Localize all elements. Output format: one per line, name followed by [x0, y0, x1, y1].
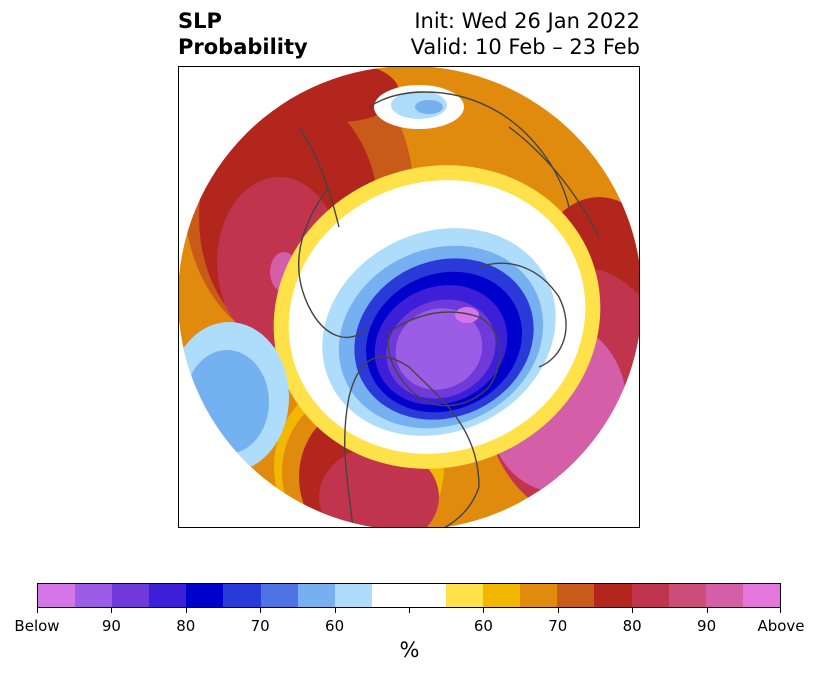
map-fill — [179, 67, 639, 527]
colorbar-swatch — [334, 584, 372, 607]
colorbar-tick — [483, 608, 485, 613]
colorbar-tick-label: 70 — [250, 617, 270, 635]
colorbar-swatch — [520, 584, 558, 607]
colorbar-tick — [334, 608, 336, 613]
coastlines — [297, 91, 600, 527]
colorbar-tick — [409, 608, 410, 613]
colorbar-tick — [185, 608, 187, 613]
colorbar-swatch — [38, 584, 76, 607]
colorbar-swatch — [742, 584, 780, 607]
colorbar-swatch — [483, 584, 521, 607]
region-arctic-canada-low — [395, 308, 483, 390]
colorbar-tick — [260, 608, 262, 613]
colorbar-tick-label: Above — [757, 617, 805, 635]
colorbar-swatch — [594, 584, 632, 607]
colorbar-ticks — [37, 608, 781, 614]
colorbar-tick-label: 60 — [325, 617, 345, 635]
init-date: Init: Wed 26 Jan 2022 — [414, 9, 640, 33]
colorbar-tick-label: 90 — [101, 617, 121, 635]
colorbar-tick — [557, 608, 559, 613]
colorbar-tick-label: 60 — [473, 617, 493, 635]
colorbar-swatch — [75, 584, 113, 607]
colorbar-swatch — [371, 584, 409, 607]
colorbar-swatch — [668, 584, 706, 607]
colorbar-tick — [632, 608, 634, 613]
colorbar-swatch — [446, 584, 484, 607]
colorbar-unit: % — [399, 638, 420, 662]
colorbar-tick-label: 90 — [697, 617, 717, 635]
colorbar-swatch — [408, 584, 447, 607]
colorbar-swatch — [260, 584, 298, 607]
colorbar — [37, 583, 781, 608]
colorbar-swatch — [149, 584, 187, 607]
colorbar-tick — [111, 608, 113, 613]
valid-range: Valid: 10 Feb – 23 Feb — [410, 35, 640, 59]
colorbar-swatch — [631, 584, 669, 607]
colorbar-swatch — [186, 584, 224, 607]
colorbar-tick-label: Below — [14, 617, 60, 635]
title-variable: SLP — [178, 9, 222, 33]
probability-map-svg — [179, 67, 639, 527]
colorbar-tick — [37, 608, 38, 613]
forecast-dates: Init: Wed 26 Jan 2022 Valid: 10 Feb – 23… — [411, 8, 640, 60]
colorbar-swatch — [557, 584, 595, 607]
chart-title: SLP Probability — [178, 8, 308, 60]
colorbar-tick — [780, 608, 781, 613]
region-top-blue — [415, 100, 443, 114]
colorbar-tick-label: 80 — [622, 617, 642, 635]
colorbar-labels: Below 90 80 70 60 60 70 80 90 Above — [14, 617, 804, 637]
colorbar-swatch — [112, 584, 150, 607]
polar-map — [178, 66, 640, 528]
colorbar-swatch — [705, 584, 743, 607]
colorbar-swatch — [223, 584, 261, 607]
colorbar-swatch — [297, 584, 335, 607]
region-polar-max — [455, 307, 479, 323]
colorbar-tick-label: 70 — [548, 617, 568, 635]
colorbar-tick — [706, 608, 708, 613]
colorbar-tick-label: 80 — [176, 617, 196, 635]
region-east-pacific-low — [185, 350, 269, 454]
title-product: Probability — [178, 35, 308, 59]
